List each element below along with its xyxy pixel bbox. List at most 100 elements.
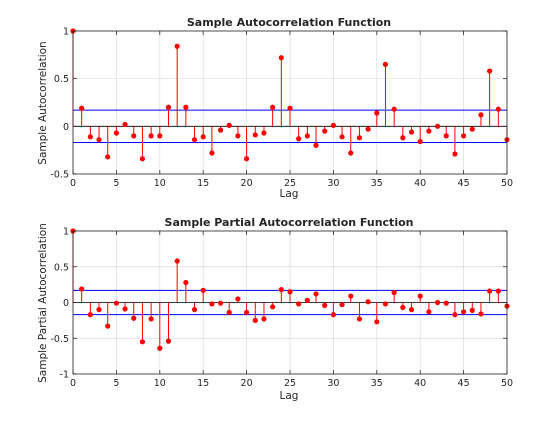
acf-marker: [495, 106, 501, 112]
pacf-marker: [452, 312, 458, 318]
acf-marker: [252, 132, 258, 138]
acf-xtick-label: 35: [371, 178, 383, 189]
acf-marker: [374, 110, 380, 116]
acf-marker: [131, 133, 137, 139]
acf-marker: [434, 123, 441, 129]
pacf-marker: [391, 289, 397, 296]
acf-marker: [122, 121, 128, 128]
acf-ylabel: Sample Autocorrelation: [37, 41, 49, 164]
pacf-marker: [87, 312, 93, 318]
pacf-marker: [434, 299, 441, 306]
pacf-marker: [148, 316, 154, 322]
pacf-marker: [278, 287, 284, 293]
pacf-marker: [191, 307, 198, 313]
acf-xtick-label: 30: [327, 178, 339, 189]
pacf-marker: [113, 300, 120, 306]
pacf-xtick-label: 15: [197, 378, 209, 389]
pacf-marker: [417, 293, 423, 299]
pacf-ytick-label: 1: [63, 227, 69, 238]
acf-xtick-label: 0: [70, 178, 76, 189]
acf-marker: [304, 133, 310, 139]
pacf-marker: [217, 300, 224, 306]
pacf-xtick-label: 25: [284, 378, 296, 389]
pacf-marker: [304, 297, 310, 303]
acf-marker: [365, 126, 371, 132]
acf-marker: [235, 133, 241, 139]
acf-xtick-label: 25: [284, 178, 296, 189]
pacf-marker: [348, 293, 354, 299]
acf-marker: [426, 128, 432, 134]
acf-marker: [461, 133, 467, 139]
pacf-marker: [382, 301, 389, 307]
pacf-marker: [400, 304, 406, 311]
acf-marker: [400, 135, 406, 141]
pacf-xtick-label: 20: [241, 378, 253, 389]
acf-ytick-label: 0.5: [54, 74, 69, 85]
acf-xtick-label: 10: [154, 178, 166, 189]
acf-marker: [296, 136, 302, 142]
acf-marker: [417, 138, 423, 145]
acf-marker: [278, 55, 284, 61]
acf-marker: [113, 130, 120, 136]
pacf-marker: [478, 311, 484, 317]
acf-marker: [469, 126, 475, 132]
pacf-ytick-label: -0.5: [50, 334, 69, 345]
pacf-ytick-label: 0.5: [54, 262, 69, 273]
pacf-marker: [252, 317, 258, 323]
acf-marker: [79, 105, 85, 111]
pacf-marker: [487, 288, 493, 294]
acf-marker: [157, 133, 163, 139]
pacf-marker: [495, 288, 501, 294]
acf-marker: [217, 127, 224, 133]
acf-marker: [200, 134, 206, 140]
pacf-xtick-label: 35: [371, 378, 383, 389]
pacf-xtick-label: 50: [501, 378, 513, 389]
acf-title: Sample Autocorrelation Function: [187, 16, 391, 29]
pacf-marker: [287, 289, 293, 295]
acf-marker: [313, 142, 319, 148]
acf-marker: [487, 68, 493, 74]
acf-marker: [209, 150, 215, 156]
pacf-marker: [226, 309, 232, 316]
pacf-xtick-label: 45: [458, 378, 470, 389]
acf-xlabel: Lag: [280, 188, 299, 200]
pacf-marker: [408, 307, 415, 313]
pacf-marker: [200, 287, 206, 293]
acf-marker: [183, 104, 189, 110]
pacf-marker: [469, 307, 475, 313]
pacf-marker: [235, 296, 241, 302]
acf-marker: [408, 129, 415, 135]
pacf-xtick-label: 0: [70, 378, 76, 389]
acf-xtick-label: 20: [241, 178, 253, 189]
acf-marker: [270, 104, 276, 110]
acf-marker: [382, 61, 389, 67]
acf-marker: [226, 122, 232, 128]
pacf-xtick-label: 30: [327, 378, 339, 389]
acf-marker: [96, 137, 102, 143]
acf-marker: [87, 134, 93, 140]
pacf-marker: [313, 291, 319, 297]
pacf-marker: [174, 258, 180, 264]
pacf-marker: [157, 345, 163, 351]
pacf-xtick-label: 10: [154, 378, 166, 389]
acf-marker: [165, 104, 172, 110]
pacf-marker: [209, 301, 215, 307]
pacf-marker: [270, 304, 276, 310]
pacf-marker: [244, 309, 250, 316]
pacf-marker: [356, 316, 363, 322]
pacf-title: Sample Partial Autocorrelation Function: [165, 216, 414, 229]
pacf-panel: Sample Partial Autocorrelation Function …: [37, 216, 513, 402]
pacf-xtick-label: 5: [113, 378, 119, 389]
pacf-marker: [122, 306, 128, 312]
acf-ytick-label: 1: [63, 27, 69, 38]
pacf-ytick-label: 0: [63, 298, 69, 309]
pacf-marker: [365, 299, 371, 305]
acf-marker: [148, 133, 154, 139]
acf-marker: [452, 151, 458, 157]
pacf-marker: [461, 309, 467, 315]
acf-marker: [391, 106, 397, 112]
acf-marker: [244, 156, 250, 162]
acf-marker: [174, 43, 180, 49]
